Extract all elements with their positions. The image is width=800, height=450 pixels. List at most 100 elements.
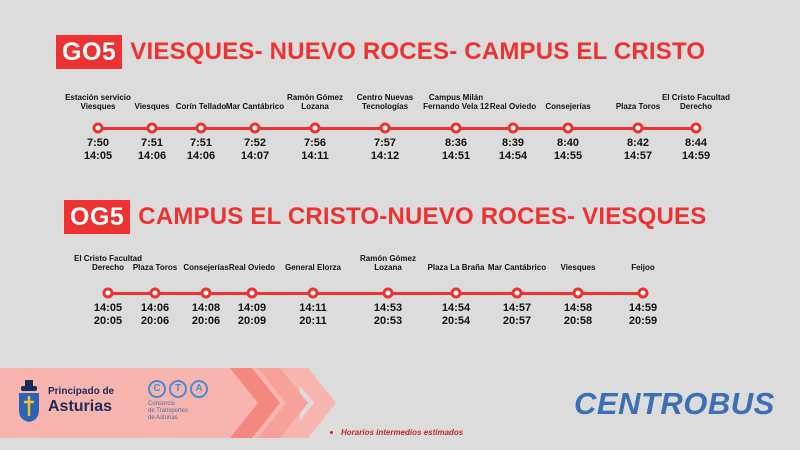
bullet-icon: [330, 431, 333, 435]
stop-times: 14:53 20:53: [358, 302, 418, 328]
stop-times: 7:52 14:07: [225, 137, 285, 163]
stop-times: 7:51 14:06: [122, 137, 182, 163]
stop-time-first: 8:40: [556, 137, 580, 149]
cta-letter: A: [190, 380, 208, 398]
stop-dot-icon: [450, 287, 462, 299]
stop-times: 7:50 14:05: [68, 137, 128, 163]
stop-time-second: 14:05: [83, 150, 113, 162]
stop-times: 7:57 14:12: [355, 137, 415, 163]
stop-times: 7:51 14:06: [171, 137, 231, 163]
stop-name: Centro Nuevas Tecnologías: [356, 93, 414, 111]
cta-sub-line: de Transportes: [148, 408, 189, 414]
stop-time-first: 14:06: [140, 302, 170, 314]
footnote-text: Horarios intermedios estimados: [341, 428, 464, 437]
stop-time-second: 14:07: [240, 150, 270, 162]
stop-time-second: 14:11: [301, 150, 329, 162]
stop-dot-icon: [307, 287, 319, 299]
stop-time-second: 14:51: [441, 150, 471, 162]
stop-name: General Elorza: [284, 263, 342, 272]
stop-time-first: 14:11: [299, 302, 327, 314]
stop-time-first: 7:57: [373, 137, 397, 149]
stop-time-first: 14:53: [373, 302, 403, 314]
route-code-badge: GO5: [56, 35, 123, 69]
stop-dot-icon: [195, 122, 207, 134]
stop-times: 14:58 20:58: [548, 302, 608, 328]
stop-time-second: 14:57: [623, 150, 653, 162]
stop-dot-icon: [572, 287, 584, 299]
route-og5-header: OG5 CAMPUS EL CRISTO-NUEVO ROCES- VIESQU…: [64, 200, 706, 234]
stop-name: Plaza La Braña: [427, 263, 485, 272]
stop-name: Viesques: [134, 102, 170, 111]
route-title: CAMPUS EL CRISTO-NUEVO ROCES- VIESQUES: [138, 203, 707, 230]
stop-time-second: 20:06: [140, 315, 170, 327]
stop-dot-icon: [309, 122, 321, 134]
stop-time-first: 7:50: [86, 137, 110, 149]
stop-times: 14:57 20:57: [487, 302, 547, 328]
stop-dot-icon: [511, 287, 523, 299]
stop-times: 14:05 20:05: [78, 302, 138, 328]
stop-time-first: 7:51: [189, 137, 213, 149]
cta-logo: C T A Consorcio de Transportes de Asturi…: [148, 380, 208, 422]
stop-time-second: 20:59: [628, 315, 658, 327]
stop-times: 8:44 14:59: [666, 137, 726, 163]
principado-asturias-logo: Principado de Asturias: [18, 380, 114, 422]
stop-name: Viesques: [560, 263, 596, 272]
stop-time-first: 14:54: [441, 302, 471, 314]
stop-time-second: 14:06: [186, 150, 216, 162]
stop-dot-icon: [450, 122, 462, 134]
stop-dot-icon: [246, 287, 258, 299]
stop-time-second: 14:54: [498, 150, 528, 162]
route-line: [104, 291, 647, 295]
stop-name: Consejerías: [545, 102, 591, 111]
stop-time-first: 14:09: [237, 302, 267, 314]
stop-name: Campus Milán Fernando Vela 12: [423, 93, 489, 111]
stop-time-second: 20:11: [299, 315, 327, 327]
asturias-label: Asturias: [48, 398, 113, 415]
stop-time-first: 7:51: [140, 137, 164, 149]
stop-name: Estación servicio Viesques: [65, 93, 131, 111]
stop-time-second: 14:06: [137, 150, 167, 162]
route-line: [94, 126, 700, 130]
cta-letter: T: [169, 380, 187, 398]
footnote: Horarios intermedios estimados: [330, 428, 463, 437]
stop-times: 14:54 20:54: [426, 302, 486, 328]
stop-name: Ramón Gómez Lozana: [359, 254, 416, 272]
stop-name: Mar Cantábrico: [487, 263, 547, 272]
stop-time-second: 20:06: [191, 315, 221, 327]
stop-times: 14:09 20:09: [222, 302, 282, 328]
stop-time-first: 8:39: [501, 137, 525, 149]
stop-name: Ramón Gómez Lozana: [286, 93, 343, 111]
stop-time-second: 20:05: [93, 315, 123, 327]
stop-times: 8:40 14:55: [538, 137, 598, 163]
stop-dot-icon: [562, 122, 574, 134]
stop-name: Corín Tellado: [175, 102, 227, 111]
stop-times: 8:42 14:57: [608, 137, 668, 163]
stop-time-second: 20:57: [502, 315, 532, 327]
stop-time-first: 7:56: [303, 137, 327, 149]
route-title: VIESQUES- NUEVO ROCES- CAMPUS EL CRISTO: [130, 38, 706, 65]
stop-dot-icon: [146, 122, 158, 134]
stop-time-first: 14:57: [502, 302, 532, 314]
stop-name: Plaza Toros: [615, 102, 661, 111]
stop-dot-icon: [507, 122, 519, 134]
stop-name: Consejerías: [183, 263, 229, 272]
stop-time-first: 14:58: [563, 302, 593, 314]
stop-time-first: 14:05: [93, 302, 123, 314]
route-go5-header: GO5 VIESQUES- NUEVO ROCES- CAMPUS EL CRI…: [56, 35, 705, 69]
stop-dot-icon: [379, 122, 391, 134]
stop-time-first: 7:52: [243, 137, 267, 149]
stop-time-first: 8:44: [684, 137, 708, 149]
principado-label: Principado de: [48, 386, 115, 397]
chevron-arrows-decoration: [230, 368, 336, 438]
stop-time-second: 20:54: [441, 315, 471, 327]
stop-name: Real Oviedo: [489, 102, 537, 111]
stop-dot-icon: [92, 122, 104, 134]
cta-sub-line: Consorcio: [148, 401, 176, 407]
stop-times: 8:39 14:54: [483, 137, 543, 163]
stop-time-second: 14:12: [370, 150, 400, 162]
stop-dot-icon: [637, 287, 649, 299]
stop-dot-icon: [200, 287, 212, 299]
stop-time-first: 8:42: [626, 137, 650, 149]
stop-time-second: 14:55: [553, 150, 583, 162]
route-code-badge: OG5: [64, 200, 131, 234]
